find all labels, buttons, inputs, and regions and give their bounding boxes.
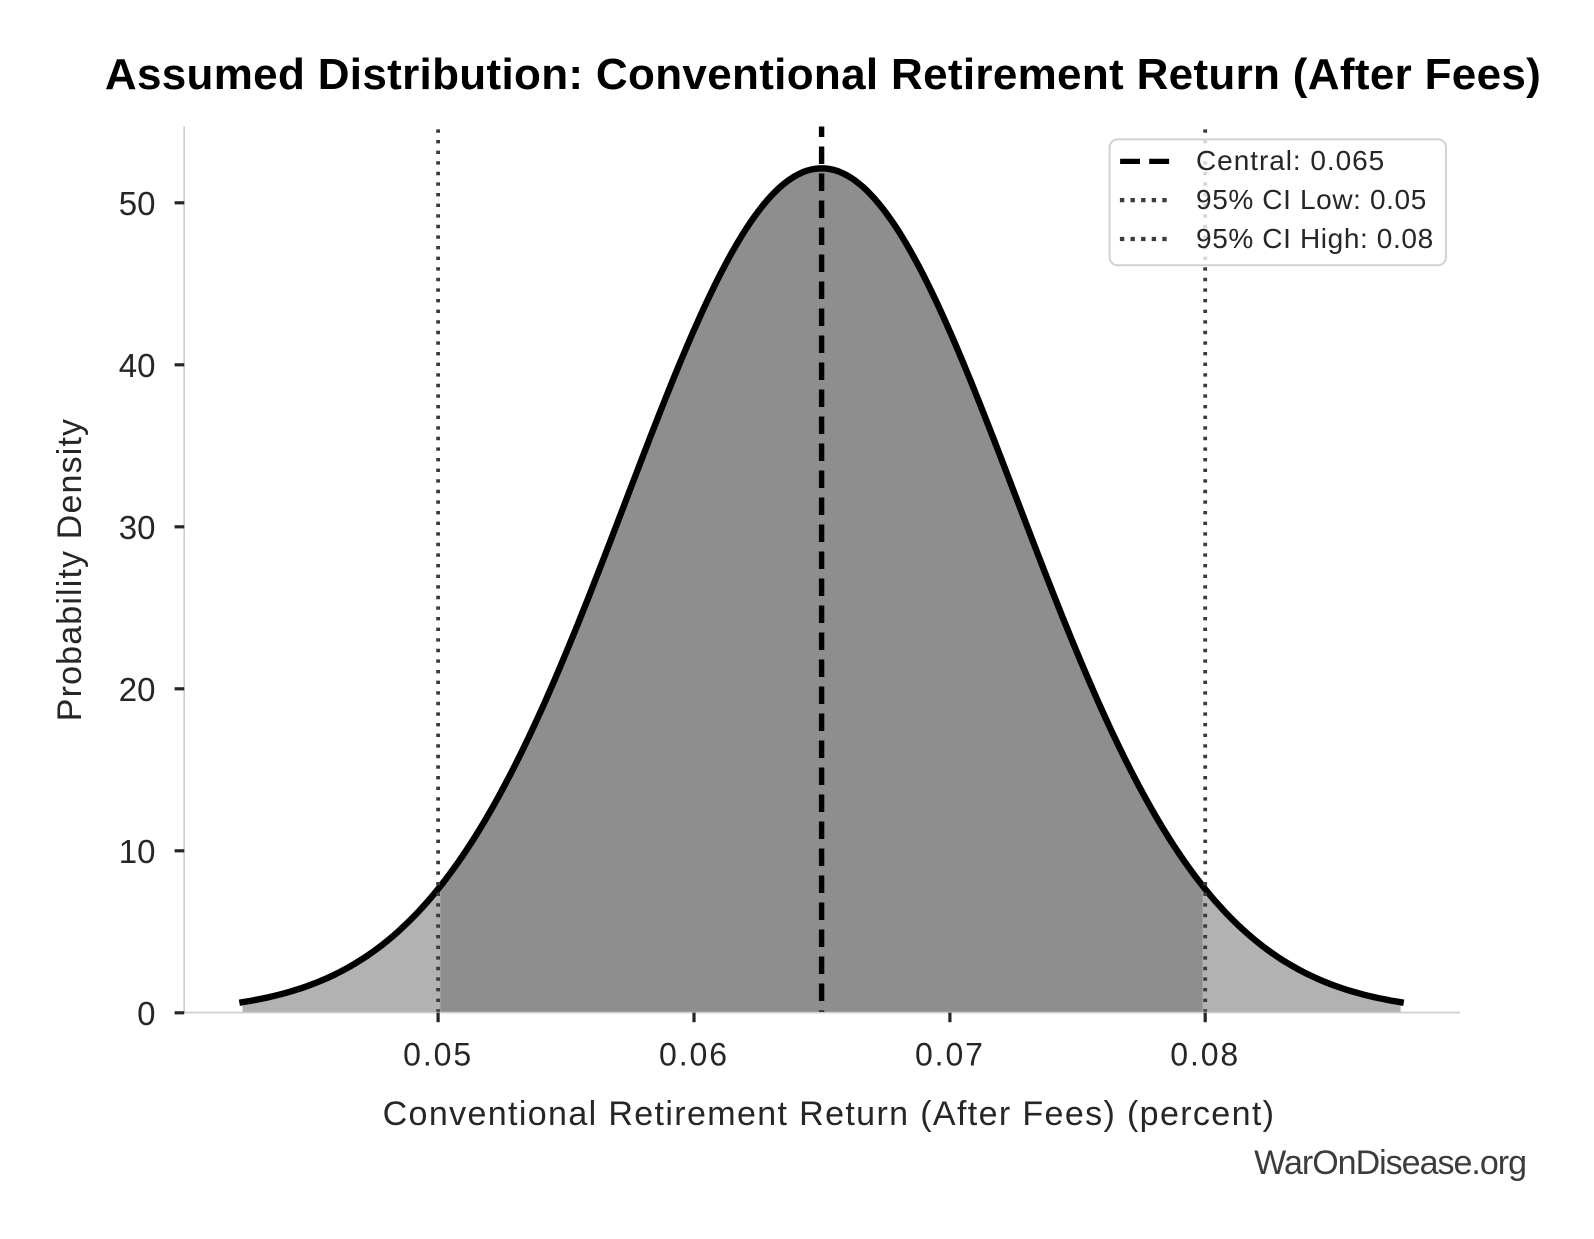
- svg-text:Conventional Retirement Return: Conventional Retirement Return (After Fe…: [383, 1095, 1276, 1133]
- svg-text:95% CI High: 0.08: 95% CI High: 0.08: [1196, 223, 1434, 254]
- svg-text:50: 50: [119, 185, 156, 222]
- svg-text:0.05: 0.05: [403, 1037, 473, 1073]
- svg-text:95% CI Low: 0.05: 95% CI Low: 0.05: [1196, 184, 1427, 215]
- svg-text:10: 10: [119, 833, 156, 870]
- svg-text:0.08: 0.08: [1170, 1037, 1240, 1073]
- svg-text:0.07: 0.07: [915, 1037, 985, 1073]
- svg-text:30: 30: [119, 509, 156, 546]
- svg-text:0: 0: [137, 995, 155, 1032]
- svg-text:Central: 0.065: Central: 0.065: [1196, 145, 1385, 176]
- svg-text:40: 40: [119, 347, 156, 384]
- svg-text:WarOnDisease.org: WarOnDisease.org: [1254, 1144, 1526, 1182]
- svg-text:0.06: 0.06: [659, 1037, 729, 1073]
- svg-text:Probability Density: Probability Density: [51, 418, 89, 721]
- svg-text:20: 20: [119, 671, 156, 708]
- svg-text:Assumed Distribution: Conventi: Assumed Distribution: Conventional Retir…: [105, 50, 1541, 99]
